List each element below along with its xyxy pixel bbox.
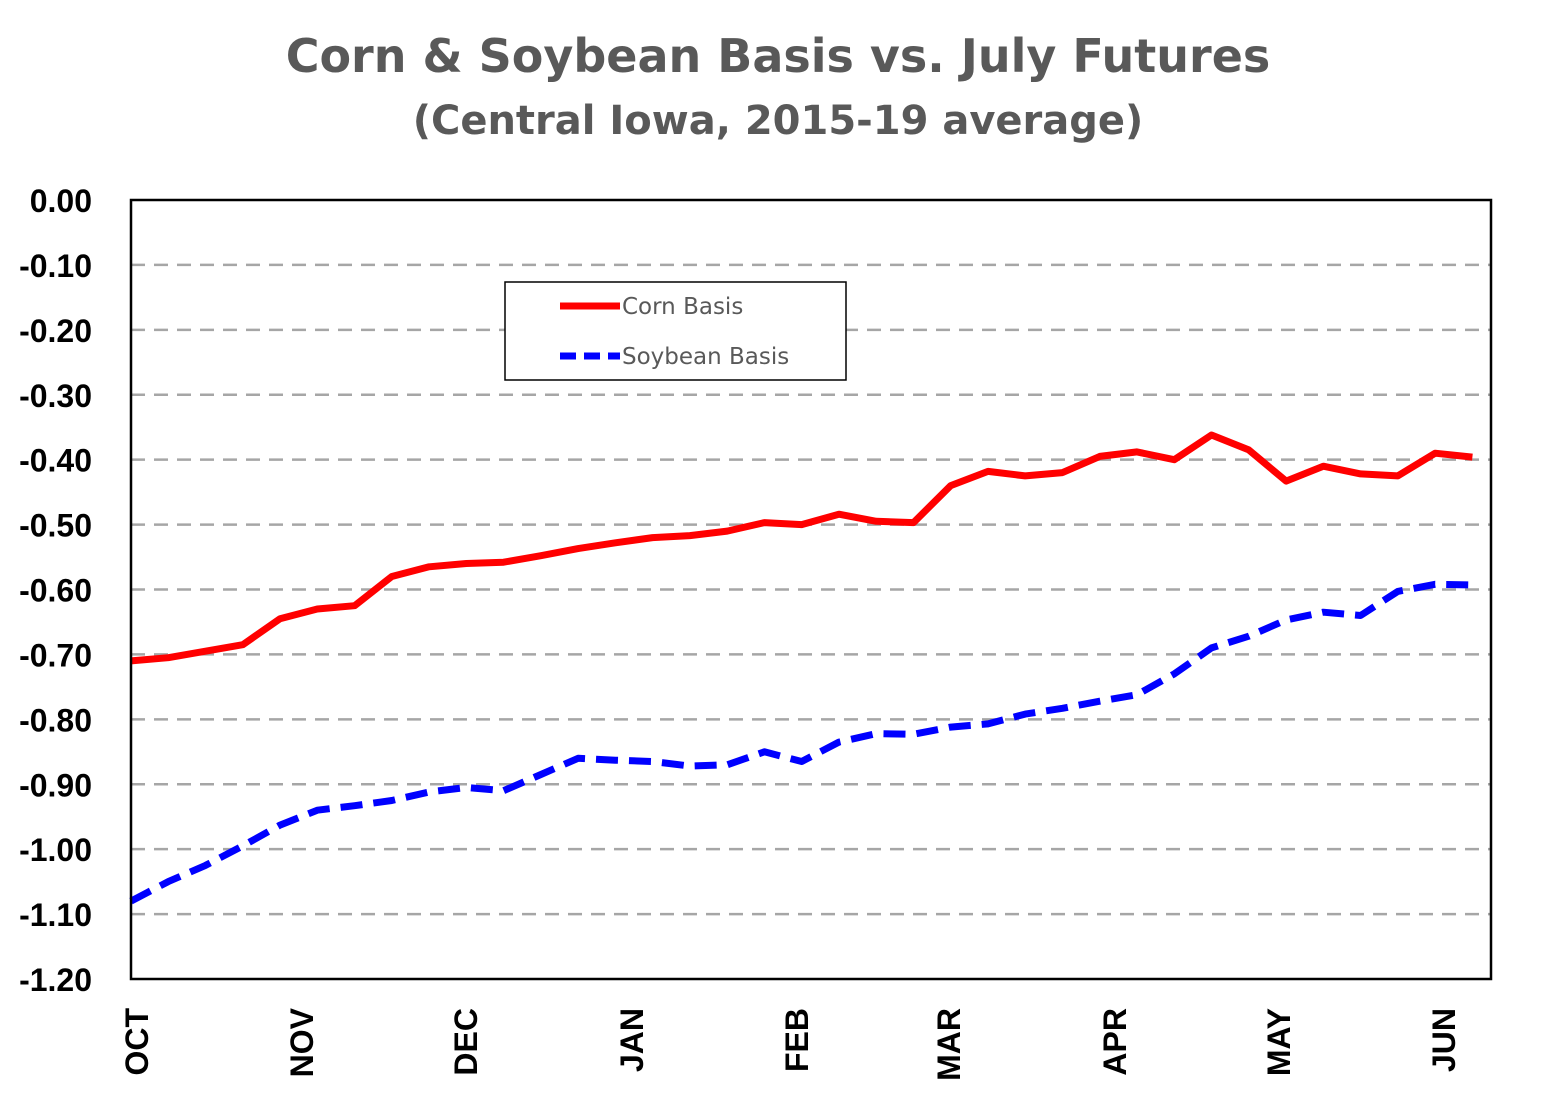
x-axis-tick-labels: OCT NOV DEC JAN FEB MAR APR MAY JUN <box>119 1007 1462 1081</box>
x-tick-label: NOV <box>284 1007 320 1077</box>
y-tick-label: -1.00 <box>19 832 92 868</box>
soybean-basis-line <box>129 580 1473 905</box>
y-tick-label: -0.70 <box>19 637 92 673</box>
legend: Corn Basis Soybean Basis <box>504 281 847 381</box>
y-tick-label: -0.60 <box>19 573 92 609</box>
x-tick-label: JUN <box>1426 1008 1462 1072</box>
y-tick-label: -1.20 <box>19 962 92 998</box>
y-tick-label: -0.40 <box>19 443 92 479</box>
corn-basis-line <box>130 431 1473 665</box>
x-tick-label: DEC <box>448 1008 484 1076</box>
y-tick-label: 0.00 <box>30 183 92 219</box>
plot-area-frame <box>129 198 1493 981</box>
y-tick-label: -0.80 <box>19 702 92 738</box>
x-tick-label: MAY <box>1261 1008 1297 1076</box>
legend-box <box>504 281 847 381</box>
x-tick-label: JAN <box>614 1008 650 1072</box>
legend-label-soybean-basis: Soybean Basis <box>622 344 789 370</box>
x-tick-label: MAR <box>931 1008 967 1081</box>
y-tick-label: -0.10 <box>19 248 92 284</box>
chart-title: Corn & Soybean Basis vs. July Futures <box>286 29 1271 83</box>
legend-label-corn-basis: Corn Basis <box>622 294 743 320</box>
y-tick-label: -0.20 <box>19 313 92 349</box>
y-tick-label: -0.30 <box>19 378 92 414</box>
x-tick-label: APR <box>1097 1008 1133 1076</box>
x-tick-label: FEB <box>779 1008 815 1072</box>
y-tick-label: -1.10 <box>19 897 92 933</box>
chart-subtitle: (Central Iowa, 2015-19 average) <box>413 98 1144 144</box>
y-axis-tick-labels: 0.00 -0.10 -0.20 -0.30 -0.40 -0.50 -0.60 -0.70 -… <box>19 183 92 998</box>
series-lines <box>129 431 1473 905</box>
y-tick-label: -0.50 <box>19 508 92 544</box>
x-tick-label: OCT <box>119 1008 155 1076</box>
y-tick-label: -0.90 <box>19 767 92 803</box>
